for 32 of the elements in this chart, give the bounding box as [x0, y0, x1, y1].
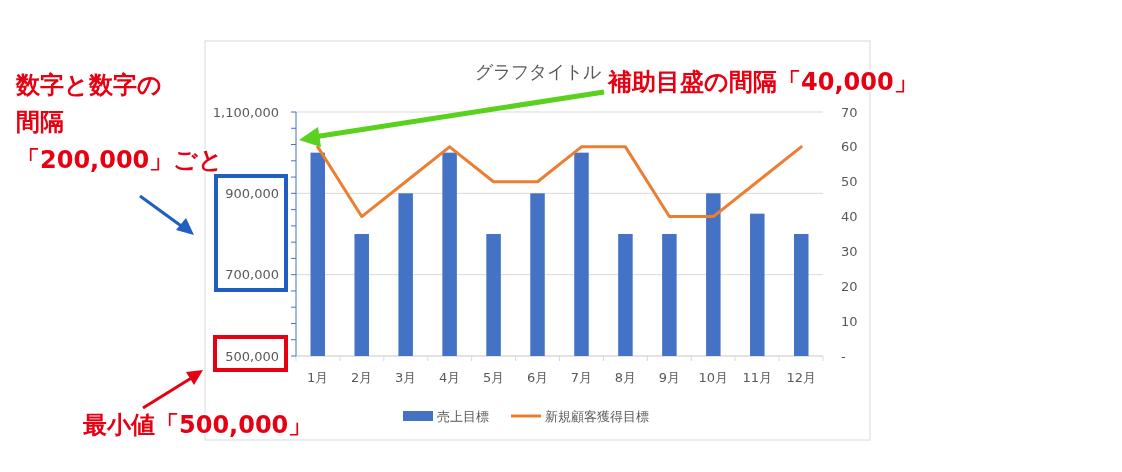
x-tick-label: 9月 [658, 370, 681, 385]
x-tick-label: 5月 [482, 370, 505, 385]
x-tick-label: 7月 [570, 370, 593, 385]
x-tick-label: 1月 [307, 370, 329, 385]
x-tick-label: 3月 [395, 370, 417, 385]
text: 「200,000」ごと [16, 146, 224, 174]
x-tick-label: 6月 [526, 370, 549, 385]
y-tick-label: 900,000 [225, 185, 279, 201]
x-tick-label: 4月 [438, 370, 461, 385]
legend-label: 新規顧客獲得目標 [545, 408, 649, 424]
y2-tick-label: 50 [841, 174, 858, 190]
y2-tick-label: 60 [841, 139, 858, 155]
x-tick-label: 11月 [742, 370, 773, 385]
text: 最小値「500,000」 [82, 411, 313, 439]
y-tick-label: 700,000 [225, 267, 279, 283]
y2-tick-label: 30 [841, 243, 858, 259]
text: 数字と数字の [15, 71, 162, 99]
y-tick-label: 1,100,000 [212, 104, 279, 120]
x-tick-label: 10月 [698, 370, 729, 385]
y2-tick-label: 20 [841, 278, 858, 294]
legend-label: 売上目標 [437, 408, 489, 424]
chart-title: グラフタイトル [475, 61, 601, 82]
y2-tick-label: 10 [841, 313, 858, 329]
text: 補助目盛の間隔「40,000」 [607, 68, 918, 96]
x-tick-label: 12月 [786, 370, 817, 385]
y-tick-label: 500,000 [225, 348, 279, 364]
x-tick-label: 2月 [351, 370, 373, 385]
text: 間隔 [16, 108, 64, 136]
y2-tick-label: 40 [841, 209, 858, 225]
y2-tick-label: 70 [841, 104, 858, 120]
x-tick-label: 8月 [614, 370, 637, 385]
y2-tick-label: - [841, 348, 846, 364]
